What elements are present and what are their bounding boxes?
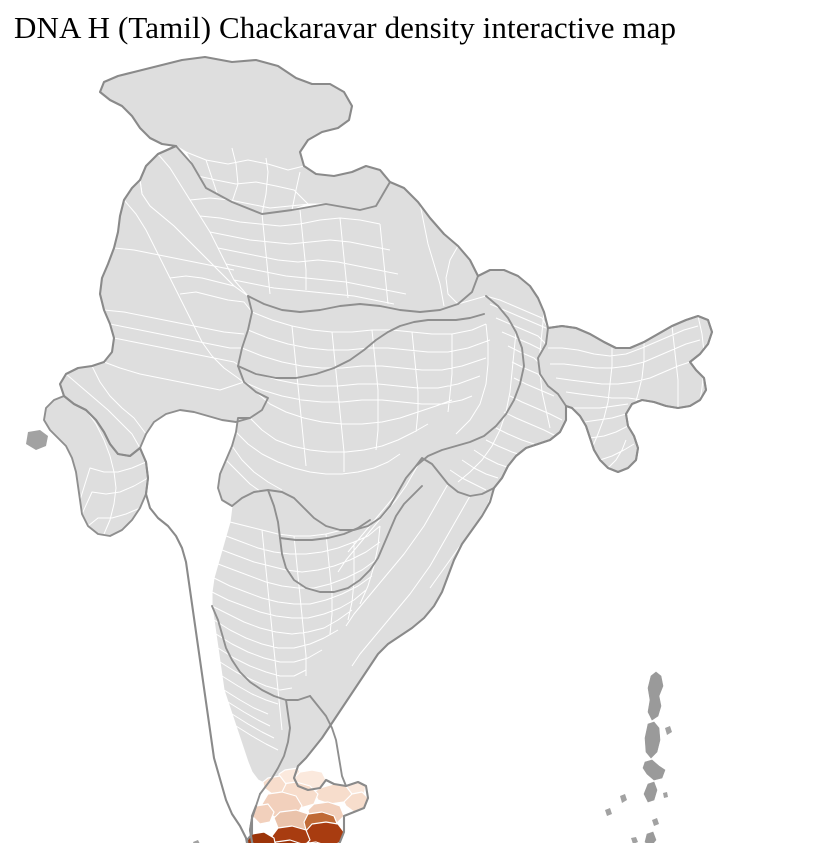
district-lines-east	[449, 295, 563, 491]
map-layer-districts	[26, 56, 713, 843]
district-lines-northeast	[548, 315, 705, 469]
district-lines-jk	[185, 147, 309, 215]
district-tirunelveli[interactable]	[266, 839, 306, 843]
map-layer-national-border	[58, 55, 714, 843]
lakshadweep-islet	[193, 840, 200, 843]
india-map-svg[interactable]	[0, 48, 838, 843]
andaman-nicobar-islands[interactable]	[605, 671, 672, 843]
district-lines-north	[157, 153, 459, 307]
region-northeast[interactable]	[537, 315, 713, 473]
kutch-island	[26, 430, 48, 450]
district-lines-central	[225, 311, 491, 495]
page-title: DNA H (Tamil) Chackaravar density intera…	[14, 10, 677, 45]
district-ramanathapuram[interactable]	[304, 821, 345, 843]
map-canvas[interactable]	[0, 48, 838, 843]
district-lines-west	[65, 199, 257, 535]
